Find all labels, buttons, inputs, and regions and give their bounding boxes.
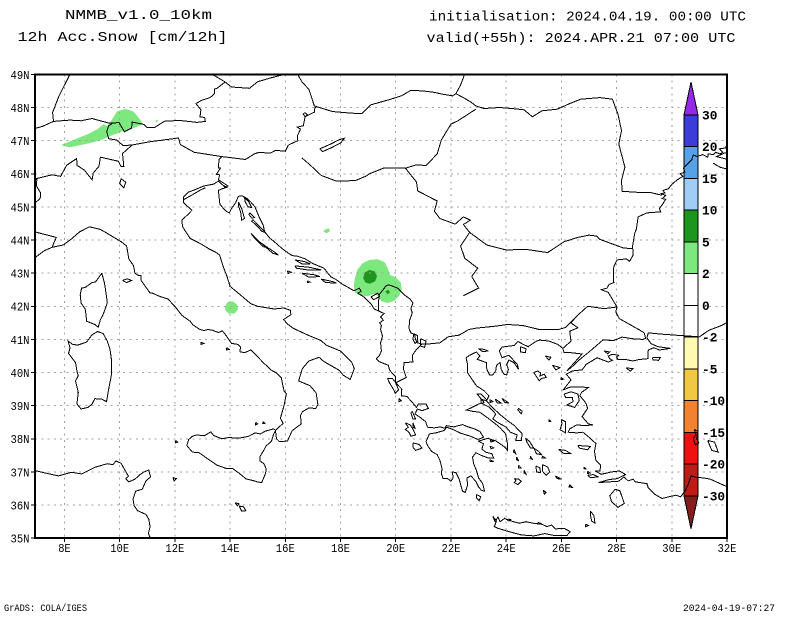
svg-text:2024-04-19-07:27: 2024-04-19-07:27 — [683, 604, 775, 615]
svg-text:28E: 28E — [607, 542, 626, 556]
svg-text:valid(+55h): 2024.APR.21 07:00: valid(+55h): 2024.APR.21 07:00 UTC — [427, 31, 736, 47]
svg-text:44N: 44N — [11, 235, 30, 249]
svg-text:46N: 46N — [11, 168, 30, 182]
svg-text:24E: 24E — [497, 542, 516, 556]
svg-text:41N: 41N — [11, 334, 30, 348]
svg-text:18E: 18E — [331, 542, 350, 556]
svg-text:14E: 14E — [221, 542, 240, 556]
svg-text:20: 20 — [702, 141, 717, 155]
svg-text:43N: 43N — [11, 268, 30, 282]
svg-text:16E: 16E — [276, 542, 295, 556]
svg-text:38N: 38N — [11, 433, 30, 447]
svg-text:-2: -2 — [702, 332, 717, 346]
svg-text:-20: -20 — [702, 459, 725, 473]
svg-text:42N: 42N — [11, 301, 30, 315]
svg-text:-5: -5 — [702, 363, 717, 377]
svg-text:10: 10 — [702, 205, 717, 219]
svg-text:2: 2 — [702, 268, 710, 282]
svg-text:initialisation: 2024.04.19.: initialisation: 2024.04.19. 00:00 UTC — [429, 10, 746, 26]
svg-text:30: 30 — [702, 110, 717, 124]
svg-text:32E: 32E — [718, 542, 737, 556]
svg-text:37N: 37N — [11, 466, 30, 480]
svg-text:-30: -30 — [702, 490, 725, 504]
svg-text:35N: 35N — [11, 533, 30, 547]
svg-text:40N: 40N — [11, 367, 30, 381]
svg-text:26E: 26E — [552, 542, 571, 556]
svg-text:12h Acc.Snow [cm/12h]: 12h Acc.Snow [cm/12h] — [18, 30, 228, 46]
svg-text:30E: 30E — [662, 542, 681, 556]
svg-text:47N: 47N — [11, 135, 30, 149]
svg-text:5: 5 — [702, 236, 710, 250]
svg-text:-15: -15 — [702, 427, 725, 441]
svg-text:-10: -10 — [702, 395, 725, 409]
svg-text:15: 15 — [702, 173, 717, 187]
svg-text:45N: 45N — [11, 201, 30, 215]
svg-text:48N: 48N — [11, 102, 30, 116]
svg-text:10E: 10E — [110, 542, 129, 556]
svg-text:12E: 12E — [165, 542, 184, 556]
svg-text:NMMB_v1.0_10km: NMMB_v1.0_10km — [65, 8, 212, 24]
svg-text:39N: 39N — [11, 400, 30, 414]
svg-text:20E: 20E — [386, 542, 405, 556]
svg-text:36N: 36N — [11, 500, 30, 514]
svg-text:8E: 8E — [58, 542, 70, 556]
svg-text:49N: 49N — [11, 69, 30, 83]
svg-text:GrADS: COLA/IGES: GrADS: COLA/IGES — [4, 603, 87, 615]
svg-text:0: 0 — [702, 300, 710, 314]
svg-text:22E: 22E — [442, 542, 461, 556]
